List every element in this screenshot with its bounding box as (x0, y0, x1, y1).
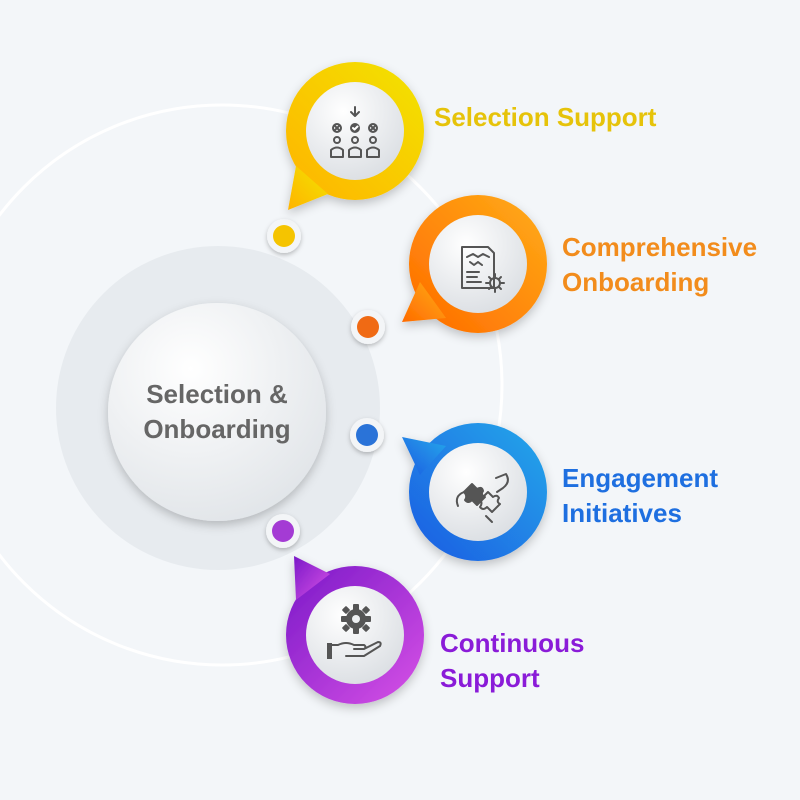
center-title-line-1: Selection & (146, 379, 288, 409)
step-4-label: Continuous Support (440, 626, 584, 696)
step-2-label: Comprehensive Onboarding (562, 230, 757, 300)
step-3-label-line-2: Initiatives (562, 498, 682, 528)
outer-arc (0, 103, 504, 667)
step-4-inner-disc (306, 586, 404, 684)
step-4-label-line-1: Continuous (440, 628, 585, 658)
center-disc (108, 303, 326, 521)
step-1-label: Selection Support (434, 100, 656, 135)
step-4-label-line-2: Support (440, 663, 540, 693)
step-2-label-line-1: Comprehensive (562, 232, 758, 262)
candidate-selection-icon (330, 106, 380, 158)
ring-dot-4 (266, 514, 300, 548)
center-title: Selection & Onboarding (108, 303, 326, 521)
gear-hand-icon (327, 604, 382, 659)
step-3-label-line-1: Engagement (562, 463, 719, 493)
puzzle-pieces-icon (455, 473, 509, 523)
onboarding-agreement-icon (461, 246, 505, 293)
center-title-line-2: Onboarding (143, 414, 291, 444)
step-2-label-line-2: Onboarding (562, 267, 710, 297)
ring-dot-3 (350, 418, 384, 452)
ring-dot-2 (351, 310, 385, 344)
step-1-label-line-1: Selection Support (434, 102, 657, 132)
ring-dot-1 (267, 219, 301, 253)
step-2-inner-disc (429, 215, 527, 313)
step-3-label: Engagement Initiatives (562, 461, 718, 531)
